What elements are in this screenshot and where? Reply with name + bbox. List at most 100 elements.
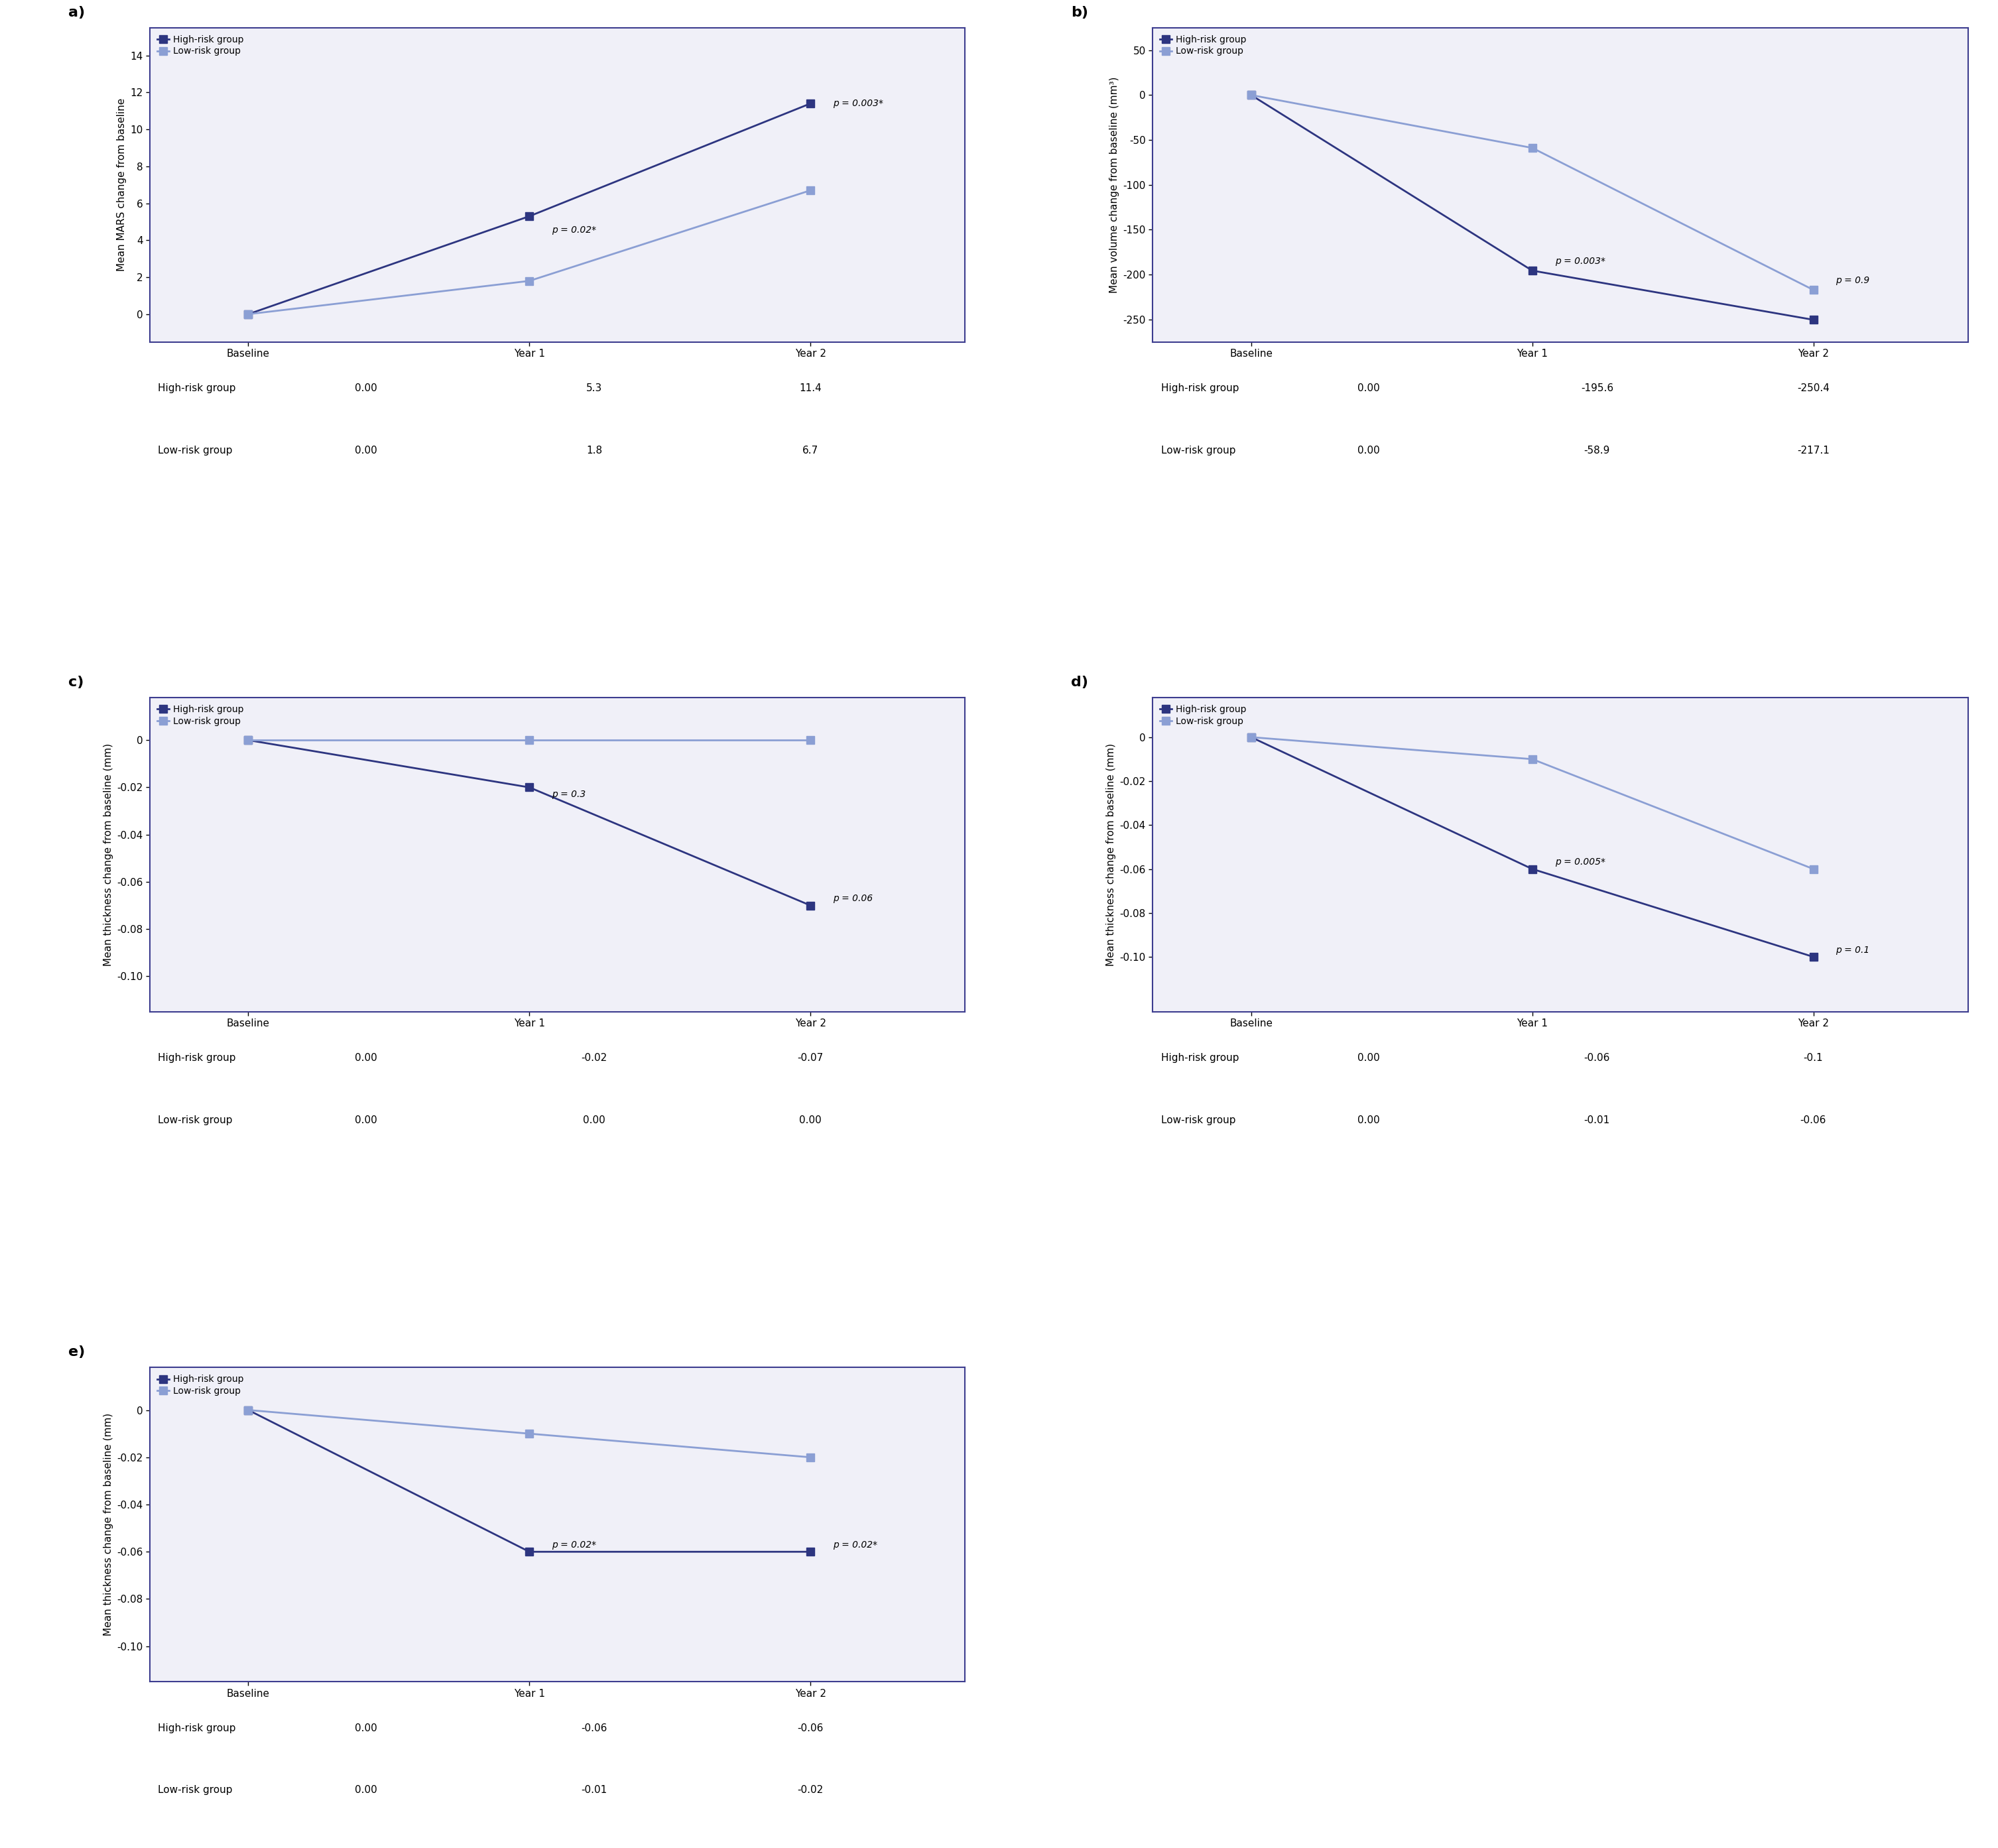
Low-risk group [1239, 83, 1263, 105]
Text: 0.00: 0.00 [356, 1785, 378, 1794]
High-risk group [799, 1541, 823, 1563]
High-risk group [1239, 83, 1263, 105]
Legend: High-risk group, Low-risk group: High-risk group, Low-risk group [154, 31, 246, 59]
Text: High-risk group: High-risk group [1161, 1053, 1239, 1063]
Low-risk group [517, 1423, 541, 1445]
Low-risk group [1239, 726, 1263, 748]
Text: 0.00: 0.00 [1357, 1116, 1381, 1125]
Y-axis label: Mean thickness change from baseline (mm): Mean thickness change from baseline (mm) [1107, 743, 1117, 967]
Line: High-risk group: High-risk group [1247, 734, 1816, 961]
Text: 0.00: 0.00 [356, 445, 378, 455]
Text: 0.00: 0.00 [1357, 1053, 1381, 1063]
Text: 0.00: 0.00 [583, 1116, 605, 1125]
Text: High-risk group: High-risk group [1161, 383, 1239, 394]
Text: -58.9: -58.9 [1584, 445, 1610, 455]
Line: High-risk group: High-risk group [244, 100, 815, 318]
Low-risk group [236, 730, 260, 752]
High-risk group [517, 776, 541, 798]
Text: a): a) [68, 6, 86, 18]
Text: -0.06: -0.06 [1800, 1116, 1826, 1125]
Text: High-risk group: High-risk group [158, 1722, 236, 1733]
High-risk group [1520, 857, 1544, 880]
Legend: High-risk group, Low-risk group: High-risk group, Low-risk group [154, 702, 246, 728]
Text: p = 0.1: p = 0.1 [1836, 946, 1870, 955]
Legend: High-risk group, Low-risk group: High-risk group, Low-risk group [154, 1371, 246, 1399]
Low-risk group [236, 303, 260, 325]
Line: Low-risk group: Low-risk group [244, 187, 815, 318]
Text: -0.06: -0.06 [1584, 1053, 1610, 1063]
Low-risk group [1802, 279, 1826, 301]
Text: -250.4: -250.4 [1796, 383, 1830, 394]
High-risk group [1802, 309, 1826, 331]
Text: 0.00: 0.00 [356, 383, 378, 394]
Y-axis label: Mean thickness change from baseline (mm): Mean thickness change from baseline (mm) [104, 1414, 114, 1635]
High-risk group [236, 303, 260, 325]
High-risk group [517, 1541, 541, 1563]
Text: -217.1: -217.1 [1796, 445, 1830, 455]
Text: -0.07: -0.07 [797, 1053, 823, 1063]
Low-risk group [517, 270, 541, 292]
Text: -0.02: -0.02 [581, 1053, 607, 1063]
Text: 0.00: 0.00 [356, 1116, 378, 1125]
Text: Low-risk group: Low-risk group [1161, 1116, 1235, 1125]
Text: -0.02: -0.02 [797, 1785, 823, 1794]
Legend: High-risk group, Low-risk group: High-risk group, Low-risk group [1157, 702, 1249, 728]
Text: p = 0.02*: p = 0.02* [551, 225, 597, 235]
Text: p = 0.02*: p = 0.02* [551, 1539, 597, 1549]
High-risk group [1239, 726, 1263, 748]
Text: p = 0.003*: p = 0.003* [1554, 257, 1604, 266]
Text: b): b) [1071, 6, 1089, 18]
Text: d): d) [1071, 676, 1089, 689]
Text: Low-risk group: Low-risk group [158, 1785, 232, 1794]
Y-axis label: Mean volume change from baseline (mm³): Mean volume change from baseline (mm³) [1109, 76, 1119, 294]
Text: p = 0.02*: p = 0.02* [833, 1539, 877, 1549]
Text: p = 0.005*: p = 0.005* [1554, 857, 1604, 867]
High-risk group [236, 1399, 260, 1421]
Text: 0.00: 0.00 [1357, 445, 1381, 455]
Legend: High-risk group, Low-risk group: High-risk group, Low-risk group [1157, 31, 1249, 59]
Line: High-risk group: High-risk group [1247, 91, 1816, 323]
Low-risk group [1520, 137, 1544, 159]
Line: Low-risk group: Low-risk group [244, 737, 815, 745]
Text: 6.7: 6.7 [803, 445, 819, 455]
Text: 0.00: 0.00 [356, 1722, 378, 1733]
High-risk group [1520, 259, 1544, 281]
High-risk group [517, 205, 541, 227]
Text: p = 0.003*: p = 0.003* [833, 98, 883, 109]
Y-axis label: Mean MARS change from baseline: Mean MARS change from baseline [116, 98, 126, 272]
Line: High-risk group: High-risk group [244, 1406, 815, 1556]
Low-risk group [799, 1447, 823, 1469]
Low-risk group [1802, 857, 1826, 880]
Text: Low-risk group: Low-risk group [158, 1116, 232, 1125]
Text: Low-risk group: Low-risk group [1161, 445, 1235, 455]
Text: -0.1: -0.1 [1804, 1053, 1822, 1063]
Text: 0.00: 0.00 [799, 1116, 821, 1125]
Low-risk group [236, 1399, 260, 1421]
Text: 11.4: 11.4 [799, 383, 821, 394]
High-risk group [799, 894, 823, 917]
Text: Low-risk group: Low-risk group [158, 445, 232, 455]
High-risk group [236, 730, 260, 752]
Text: -195.6: -195.6 [1580, 383, 1612, 394]
Text: -0.06: -0.06 [797, 1722, 823, 1733]
Text: High-risk group: High-risk group [158, 383, 236, 394]
Y-axis label: Mean thickness change from baseline (mm): Mean thickness change from baseline (mm) [104, 743, 114, 967]
Line: Low-risk group: Low-risk group [244, 1406, 815, 1462]
Line: High-risk group: High-risk group [244, 737, 815, 909]
Text: e): e) [68, 1345, 86, 1358]
Low-risk group [517, 730, 541, 752]
Line: Low-risk group: Low-risk group [1247, 734, 1816, 872]
High-risk group [799, 92, 823, 115]
Low-risk group [1520, 748, 1544, 771]
Text: 0.00: 0.00 [356, 1053, 378, 1063]
Text: p = 0.3: p = 0.3 [551, 789, 585, 798]
Low-risk group [799, 179, 823, 201]
Text: p = 0.9: p = 0.9 [1836, 275, 1870, 285]
Text: 0.00: 0.00 [1357, 383, 1381, 394]
Text: 5.3: 5.3 [585, 383, 601, 394]
Line: Low-risk group: Low-risk group [1247, 91, 1816, 294]
Text: -0.01: -0.01 [581, 1785, 607, 1794]
Text: 1.8: 1.8 [585, 445, 601, 455]
Text: -0.01: -0.01 [1584, 1116, 1610, 1125]
Text: High-risk group: High-risk group [158, 1053, 236, 1063]
